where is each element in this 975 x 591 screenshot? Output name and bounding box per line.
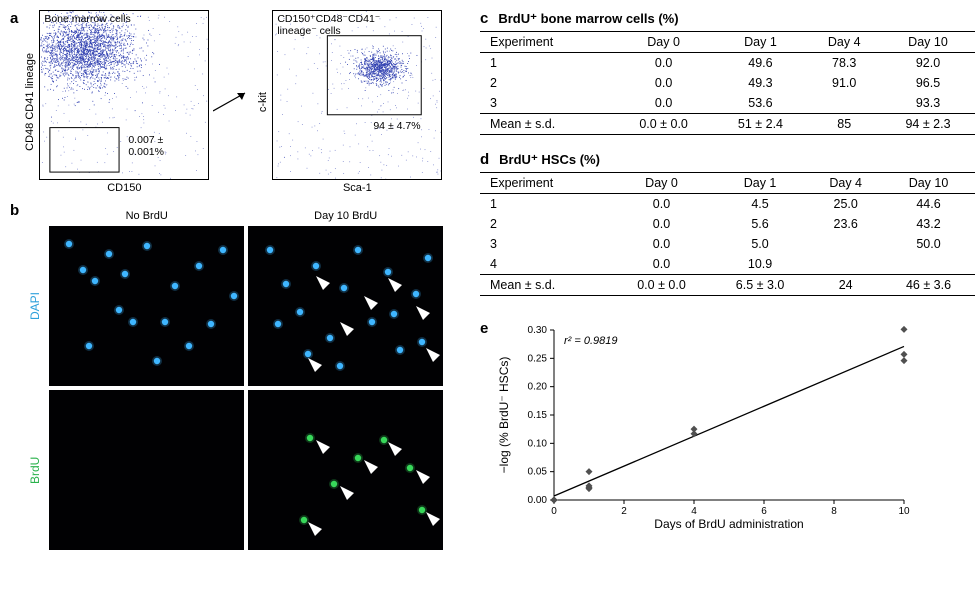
table-header: Day 1: [711, 173, 810, 194]
panel-a-left-xlabel: CD150: [39, 182, 209, 194]
flow-right-gate-text: 94 ± 4.7%: [373, 121, 420, 133]
svg-text:0.30: 0.30: [528, 325, 548, 336]
micro-brdu-d10: [248, 390, 443, 550]
svg-text:0.05: 0.05: [528, 467, 548, 478]
panel-d: d BrdU⁺ HSCs (%) ExperimentDay 0Day 1Day…: [480, 151, 975, 296]
table-d: ExperimentDay 0Day 1Day 4Day 10 10.04.52…: [480, 172, 975, 296]
table-row: 20.049.391.096.5: [480, 73, 975, 93]
micro-brdu-no: [49, 390, 244, 550]
arrow-icon: [213, 87, 253, 117]
panel-a: a CD48 CD41 lineage Bone marrow cells 0.…: [10, 10, 470, 194]
colhead-day10-brdu: Day 10 BrdU: [248, 210, 443, 222]
panel-b: b No BrdU Day 10 BrdU DAPI BrdU: [10, 202, 470, 550]
svg-text:0.25: 0.25: [528, 353, 548, 364]
flow-left-title: Bone marrow cells: [44, 14, 130, 26]
table-header: Day 0: [612, 173, 711, 194]
panel-c-label: c: [480, 10, 488, 27]
table-row: 30.05.050.0: [480, 234, 975, 254]
svg-text:r² = 0.9819: r² = 0.9819: [564, 335, 618, 347]
flow-right-title: CD150⁺CD48⁻CD41⁻ lineage⁻ cells: [277, 14, 380, 37]
table-header: Experiment: [480, 32, 614, 53]
table-row: 30.053.693.3: [480, 93, 975, 114]
table-row: 10.049.678.392.0: [480, 53, 975, 74]
svg-text:6: 6: [762, 506, 768, 517]
panel-a-label: a: [10, 10, 18, 27]
micro-dapi-no: [49, 226, 244, 386]
micrograph-grid: No BrdU Day 10 BrdU DAPI BrdU: [25, 202, 443, 550]
table-c: ExperimentDay 0Day 1Day 4Day 10 10.049.6…: [480, 31, 975, 135]
table-header: Day 0: [614, 32, 714, 53]
panel-d-label: d: [480, 151, 489, 168]
panel-d-title: BrdU⁺ HSCs (%): [499, 152, 600, 168]
flow-left-gate-text: 0.007 ± 0.001%: [128, 135, 164, 158]
panel-c-title: BrdU⁺ bone marrow cells (%): [498, 11, 678, 27]
micro-dapi-d10: [248, 226, 443, 386]
colhead-no-brdu: No BrdU: [49, 210, 244, 222]
table-row: 10.04.525.044.6: [480, 194, 975, 215]
panel-a-right-ylabel: c-kit: [257, 92, 269, 112]
table-header: Day 10: [882, 173, 975, 194]
table-mean-row: Mean ± s.d.0.0 ± 0.06.5 ± 3.02446 ± 3.6: [480, 275, 975, 296]
table-header: Day 10: [881, 32, 975, 53]
svg-text:10: 10: [899, 506, 911, 517]
table-row: 20.05.623.643.2: [480, 214, 975, 234]
svg-text:0.15: 0.15: [528, 410, 548, 421]
panel-b-label: b: [10, 202, 19, 219]
svg-text:8: 8: [832, 506, 838, 517]
svg-text:0.20: 0.20: [528, 382, 548, 393]
svg-text:−log (% BrdU⁻ HSCs): −log (% BrdU⁻ HSCs): [497, 357, 511, 474]
rowhead-dapi: DAPI: [28, 226, 42, 386]
panel-c: c BrdU⁺ bone marrow cells (%) Experiment…: [480, 10, 975, 135]
svg-text:2: 2: [622, 506, 628, 517]
flow-plot-left: Bone marrow cells 0.007 ± 0.001%: [39, 10, 209, 180]
panel-a-right-xlabel: Sca-1: [272, 182, 442, 194]
svg-text:0: 0: [552, 506, 558, 517]
table-header: Day 4: [809, 173, 882, 194]
svg-text:Days of BrdU administration: Days of BrdU administration: [655, 517, 804, 530]
table-header: Experiment: [480, 173, 612, 194]
table-row: 40.010.9: [480, 254, 975, 275]
rowhead-brdu: BrdU: [28, 390, 42, 550]
scatter-chart: 0 2 4 6 8 10 0.00 0.05 0.10 0.15 0.20 0.25 0.30 r² = …: [494, 320, 934, 530]
svg-text:4: 4: [692, 506, 698, 517]
svg-text:0.10: 0.10: [528, 438, 548, 449]
table-header: Day 1: [713, 32, 807, 53]
flow-plot-right: CD150⁺CD48⁻CD41⁻ lineage⁻ cells 94 ± 4.7…: [272, 10, 442, 180]
table-mean-row: Mean ± s.d.0.0 ± 0.051 ± 2.48594 ± 2.3: [480, 114, 975, 135]
panel-a-left-ylabel: CD48 CD41 lineage: [24, 53, 36, 151]
table-header: Day 4: [807, 32, 881, 53]
svg-text:0.00: 0.00: [528, 495, 548, 506]
panel-e: e 0 2 4 6 8 10 0.00 0.05 0.10 0.15 0.20 0.25 0.30 r² …: [480, 320, 975, 530]
panel-e-label: e: [480, 320, 488, 337]
